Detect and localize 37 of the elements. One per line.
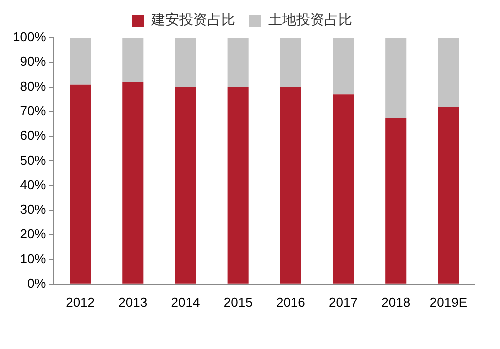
bar bbox=[438, 38, 460, 107]
y-tick-label: 80% bbox=[20, 78, 47, 94]
x-tick-label: 2014 bbox=[171, 294, 200, 310]
bar bbox=[122, 38, 144, 82]
bar bbox=[70, 38, 92, 85]
bar bbox=[175, 87, 196, 284]
y-tick-label: 0% bbox=[27, 276, 47, 291]
x-tick-label: 2015 bbox=[224, 294, 253, 310]
bar bbox=[332, 94, 354, 284]
y-tick-label: 100% bbox=[13, 30, 47, 45]
bar bbox=[280, 87, 302, 284]
x-tick-label: 2012 bbox=[66, 294, 96, 310]
x-tick-label: 2018 bbox=[382, 294, 411, 310]
legend-label: 土地投资占比 bbox=[268, 12, 352, 29]
bar bbox=[438, 106, 460, 284]
bar bbox=[228, 87, 249, 284]
bar bbox=[175, 38, 196, 88]
bar bbox=[332, 38, 354, 95]
y-tick-label: 40% bbox=[20, 177, 47, 192]
x-tick-label: 2013 bbox=[118, 294, 148, 310]
y-tick-label: 70% bbox=[20, 104, 47, 118]
y-tick-label: 90% bbox=[20, 54, 47, 70]
x-tick-label: 2016 bbox=[276, 294, 306, 310]
y-tick-label: 20% bbox=[20, 226, 47, 242]
bar bbox=[386, 118, 407, 284]
y-tick-label: 10% bbox=[20, 251, 47, 266]
y-tick-label: 50% bbox=[20, 152, 47, 168]
bar bbox=[280, 38, 302, 88]
x-tick-label: 2017 bbox=[329, 294, 358, 310]
y-tick-label: 30% bbox=[20, 202, 47, 218]
legend-label: 建安投资占比 bbox=[150, 12, 236, 29]
bar bbox=[122, 82, 144, 284]
x-tick-label: 2019E bbox=[430, 294, 468, 310]
bar bbox=[70, 84, 92, 284]
y-tick-label: 60% bbox=[20, 128, 47, 144]
bar bbox=[386, 38, 407, 118]
bar bbox=[228, 38, 249, 88]
